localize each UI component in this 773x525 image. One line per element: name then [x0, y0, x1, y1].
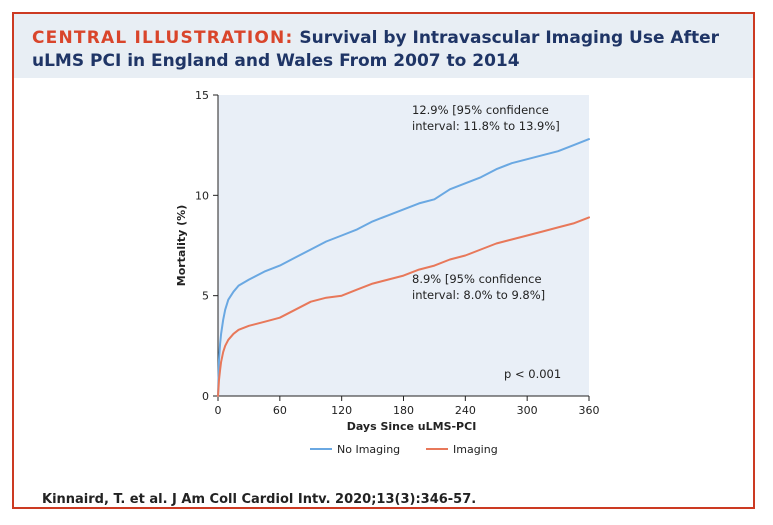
y-axis-label: Mortality (%): [175, 205, 188, 287]
chart-legend: No Imaging Imaging: [310, 443, 498, 456]
imaging-annotation-line-1: 8.9% [95% confidence: [412, 272, 542, 286]
series-line-imaging: [217, 216, 590, 397]
x-tick-label: 180: [393, 404, 414, 417]
imaging-annotation-line-2: interval: 8.0% to 9.8%]: [412, 288, 545, 302]
x-tick-label: 300: [517, 404, 538, 417]
x-tick-label: 360: [579, 404, 600, 417]
y-tick-label: 10: [195, 189, 209, 202]
no-imaging-annotation-line-1: 12.9% [95% confidence: [412, 103, 549, 117]
title-prefix: CENTRAL ILLUSTRATION:: [32, 28, 294, 48]
title-line-2: uLMS PCI in England and Wales From 2007 …: [32, 51, 520, 71]
p-value-annotation: p < 0.001: [504, 367, 561, 381]
x-tick-label: 120: [331, 404, 352, 417]
x-tick-label: 0: [215, 404, 222, 417]
legend-label-no-imaging: No Imaging: [337, 443, 400, 456]
x-tick-label: 60: [273, 404, 287, 417]
y-tick-label: 15: [195, 89, 209, 102]
y-tick-label: 5: [202, 290, 209, 303]
x-axis-label: Days Since uLMS-PCI: [347, 420, 477, 433]
y-tick-label: 0: [202, 390, 209, 403]
series-line-no-imaging: [217, 138, 590, 397]
plot-area: [218, 95, 589, 396]
mortality-chart: 0 60 120 180 240 300 360 0 5 10 15 12.9% [95% conf…: [175, 89, 600, 456]
legend-label-imaging: Imaging: [453, 443, 498, 456]
x-tick-label: 240: [455, 404, 476, 417]
axes: 0 60 120 180 240 300 360 0 5 10 15: [195, 89, 600, 417]
series-layer: [217, 138, 590, 397]
title-text: Survival by Intravascular Imaging Use Af…: [299, 28, 720, 48]
title-line-1: CENTRAL ILLUSTRATION: Survival by Intrav…: [32, 28, 719, 48]
no-imaging-annotation-line-2: interval: 11.8% to 13.9%]: [412, 119, 560, 133]
citation: Kinnaird, T. et al. J Am Coll Cardiol In…: [42, 492, 477, 507]
illustration-header: CENTRAL ILLUSTRATION: Survival by Intrav…: [14, 14, 753, 78]
central-illustration-frame: CENTRAL ILLUSTRATION: Survival by Intrav…: [12, 12, 755, 509]
